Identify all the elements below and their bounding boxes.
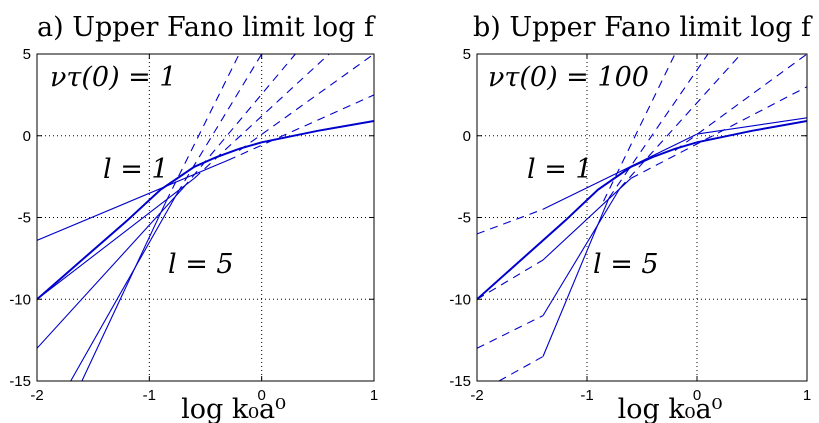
annotation-1: ντ(0) = 1 bbox=[50, 62, 177, 93]
series-line-2 bbox=[227, 94, 374, 161]
series-line-9 bbox=[81, 200, 167, 381]
chart-panel-1: a) Upper Fano limit log f-2 -1 0 150-5-10-1… bbox=[9, 12, 378, 423]
annotation-2: l = 1 bbox=[103, 154, 169, 185]
annotation-3: l = 5 bbox=[593, 249, 659, 280]
series-line-3 bbox=[477, 208, 544, 235]
y-tick-label: -5 bbox=[458, 210, 471, 227]
x-tick-label: 1 bbox=[803, 387, 811, 404]
annotation-1: ντ(0) = 100 bbox=[488, 62, 649, 93]
y-tick-label: 5 bbox=[23, 46, 31, 63]
series-line-3 bbox=[37, 177, 195, 300]
chart-title: a) Upper Fano limit log f bbox=[37, 12, 376, 43]
series-line-11 bbox=[498, 356, 544, 381]
annotation-2: l = 1 bbox=[527, 154, 593, 185]
series-line-5 bbox=[477, 259, 544, 300]
series-line-6 bbox=[176, 54, 263, 194]
y-tick-label: 0 bbox=[23, 128, 31, 145]
series-group bbox=[37, 54, 374, 381]
x-axis-label: log k₀a⁰ bbox=[618, 394, 723, 423]
x-tick-label: 1 bbox=[370, 387, 378, 404]
series-line-8 bbox=[477, 315, 544, 349]
chart-panel-2: b) Upper Fano limit log f-2 -1 0 150-5-10-1… bbox=[449, 12, 813, 423]
y-tick-label: -10 bbox=[449, 291, 471, 308]
x-tick-label: -1 bbox=[143, 387, 156, 404]
y-tick-label: -5 bbox=[18, 210, 31, 227]
x-tick-label: -1 bbox=[580, 387, 593, 404]
annotation-3: l = 5 bbox=[168, 249, 234, 280]
x-tick-label: 0 bbox=[257, 387, 265, 404]
series-line-5 bbox=[70, 192, 178, 381]
series-line-7 bbox=[542, 187, 621, 316]
y-tick-label: -10 bbox=[9, 291, 31, 308]
envelope-curve bbox=[477, 120, 807, 301]
series-line-1 bbox=[542, 133, 698, 210]
series-group bbox=[477, 54, 807, 381]
y-tick-label: -15 bbox=[9, 373, 31, 390]
series-line-4 bbox=[193, 54, 330, 179]
series-line-12 bbox=[608, 54, 709, 199]
series-line-7 bbox=[37, 187, 184, 349]
y-tick-label: -15 bbox=[449, 373, 471, 390]
series-line-9 bbox=[619, 54, 742, 189]
series-line-2 bbox=[696, 117, 807, 135]
y-tick-label: 5 bbox=[463, 46, 471, 63]
series-line-8 bbox=[182, 54, 296, 189]
series-line-6 bbox=[630, 86, 807, 179]
chart-title: b) Upper Fano limit log f bbox=[473, 12, 813, 43]
series-line-1 bbox=[37, 159, 229, 241]
x-tick-label: 0 bbox=[693, 387, 701, 404]
x-axis-label: log k₀a⁰ bbox=[181, 394, 286, 423]
x-tick-label: -2 bbox=[470, 387, 483, 404]
x-tick-label: -2 bbox=[30, 387, 43, 404]
envelope-curve bbox=[37, 120, 374, 301]
series-line-10 bbox=[542, 197, 610, 357]
series-line-4 bbox=[542, 177, 632, 261]
y-tick-label: 0 bbox=[463, 128, 471, 145]
